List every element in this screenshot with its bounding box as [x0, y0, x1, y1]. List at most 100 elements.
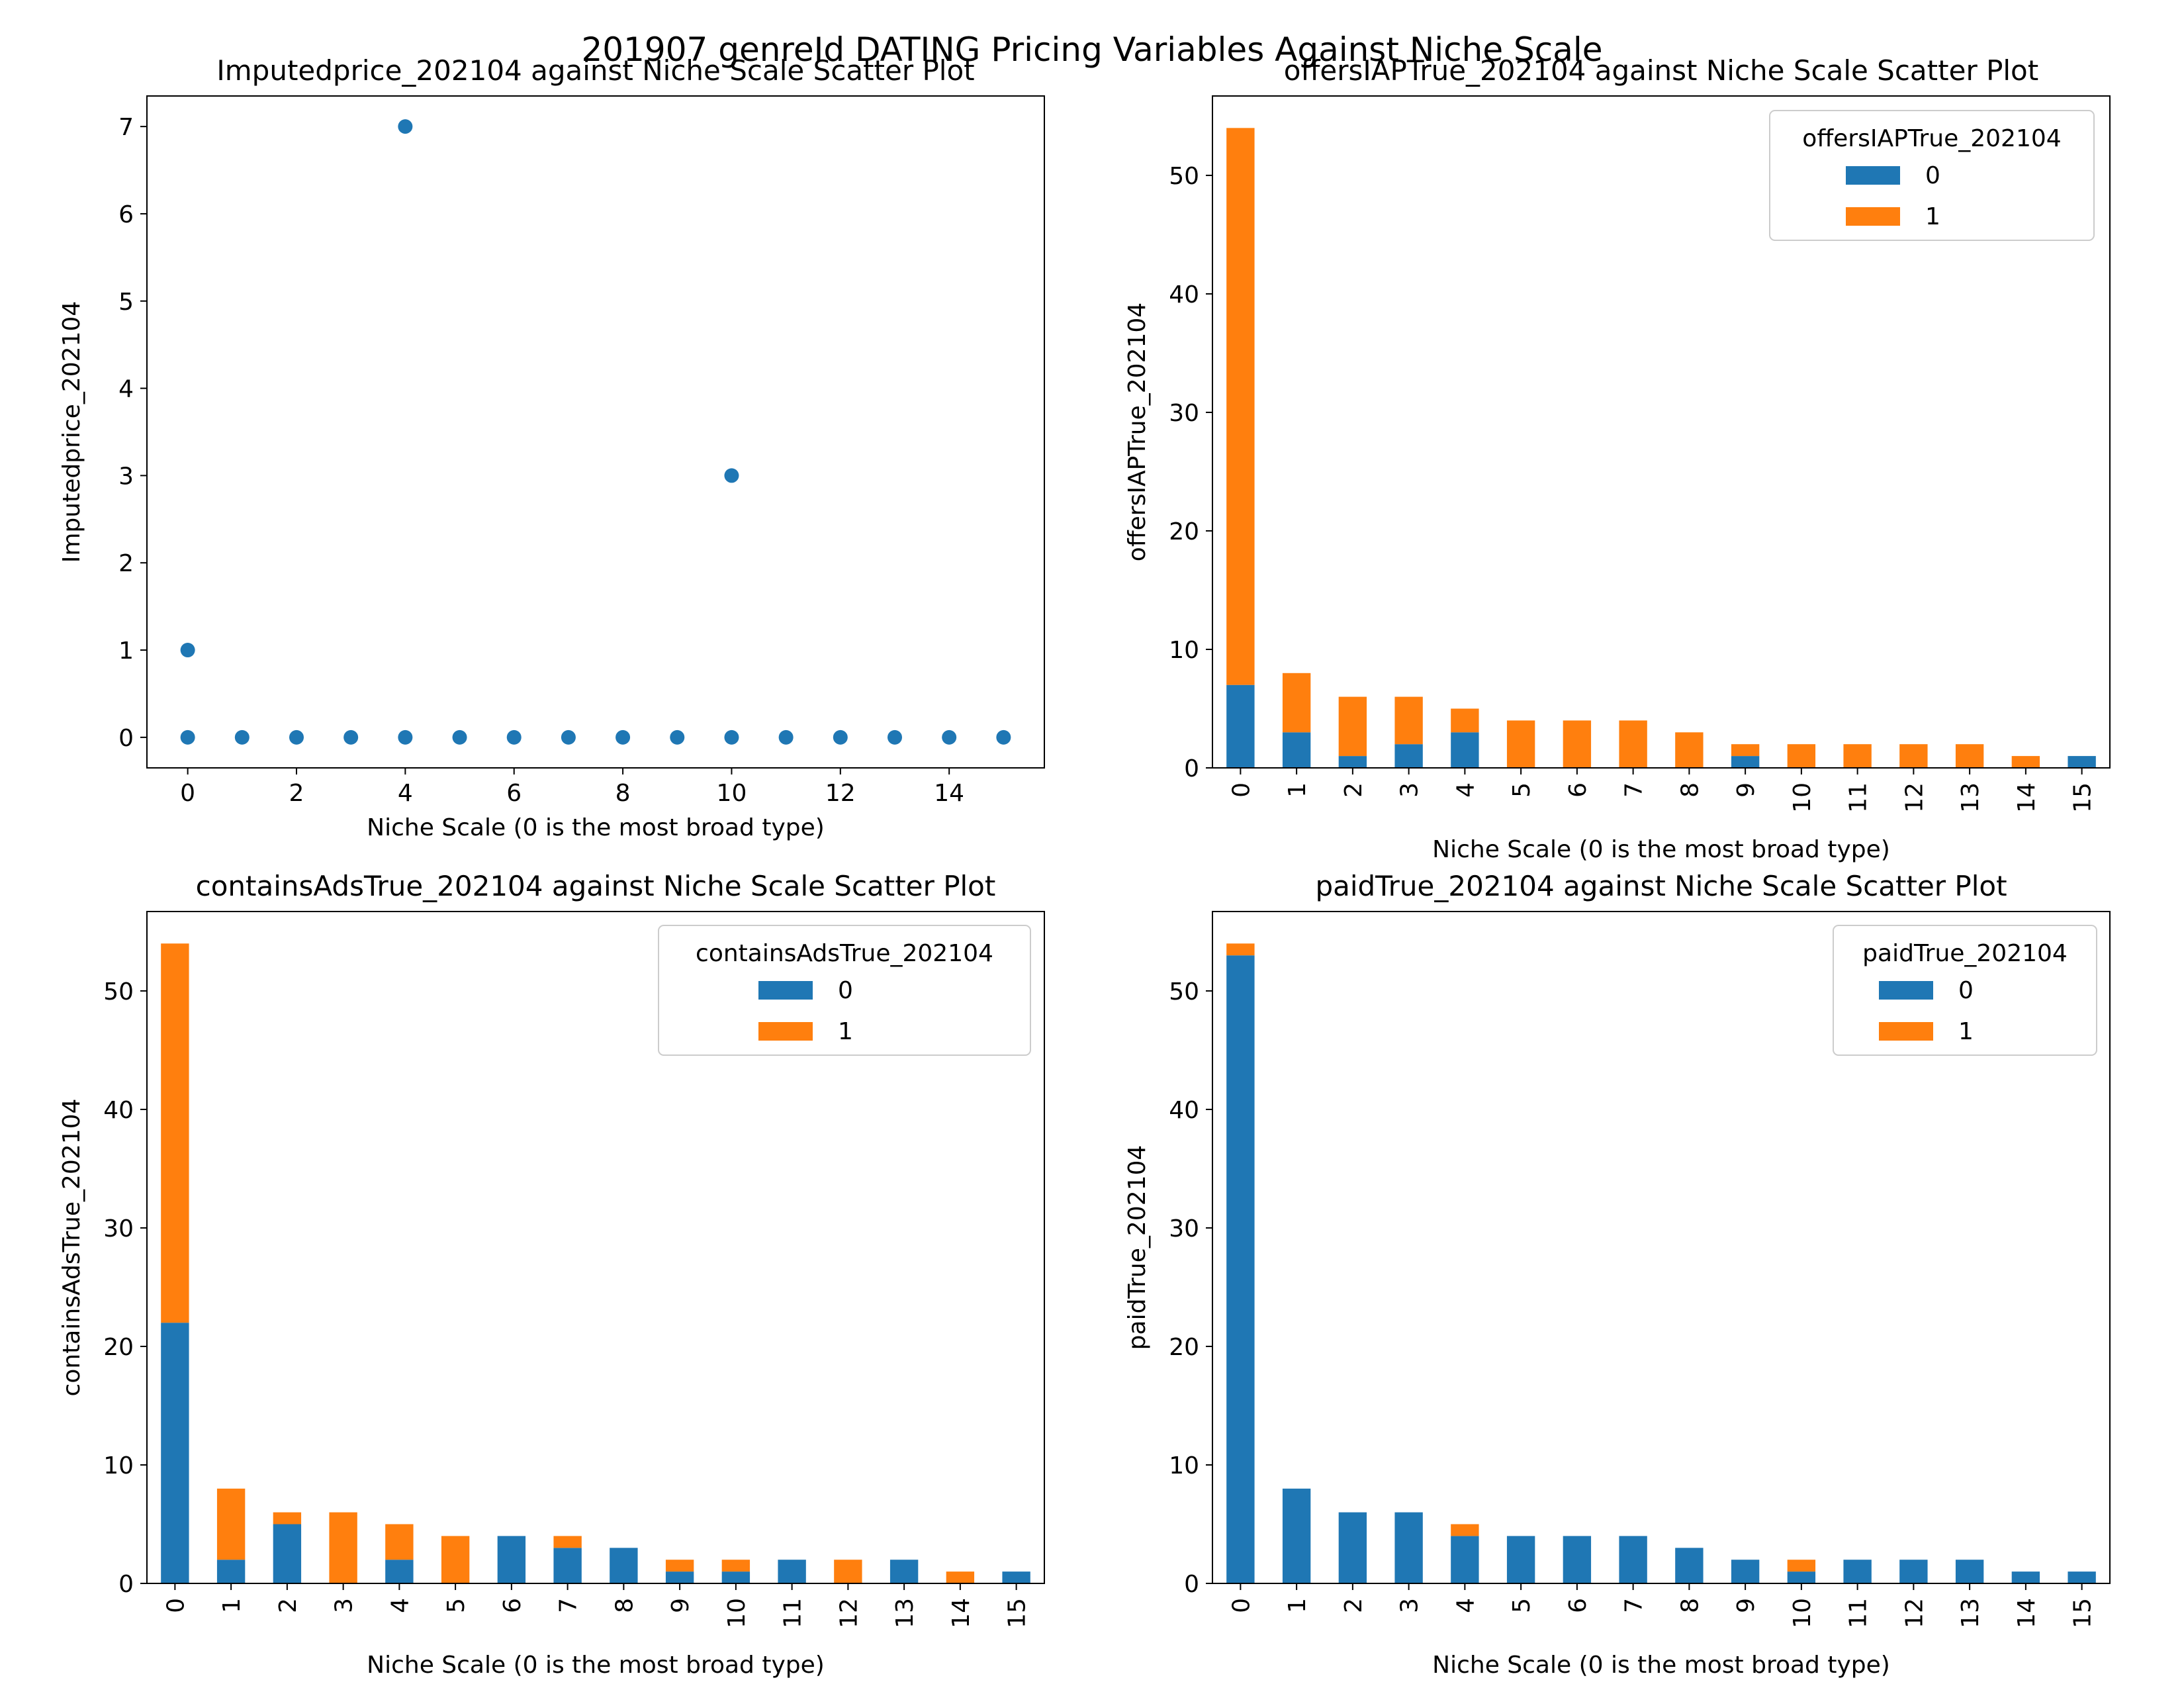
y-tick-label: 50 — [1169, 163, 1199, 190]
x-tick-label: 6 — [1565, 782, 1592, 798]
bar-segment-series-0 — [665, 1571, 694, 1583]
subplot-title: containsAdsTrue_202104 against Niche Sca… — [196, 870, 996, 902]
bar-segment-series-1 — [1787, 744, 1816, 768]
bar-segment-series-0 — [2068, 1571, 2096, 1583]
legend-box — [658, 925, 1031, 1056]
y-tick-label: 40 — [1169, 1097, 1199, 1124]
y-tick-label: 2 — [118, 550, 134, 577]
x-tick-label: 9 — [1733, 1598, 1760, 1613]
bar-segment-series-1 — [2011, 756, 2040, 768]
legend-label: 0 — [1925, 162, 1940, 189]
y-axis-label: Imputedprice_202104 — [58, 301, 85, 563]
bar-segment-series-1 — [273, 1512, 302, 1524]
bar-segment-series-0 — [1731, 1560, 1760, 1583]
x-tick-label: 10 — [1789, 782, 1816, 813]
bar-segment-series-1 — [946, 1571, 975, 1583]
bar-segment-series-0 — [1002, 1571, 1030, 1583]
y-tick-label: 0 — [118, 1571, 134, 1598]
y-tick-label: 40 — [1169, 281, 1199, 308]
x-tick-label: 1 — [218, 1598, 246, 1613]
bar-segment-series-0 — [273, 1524, 302, 1583]
x-tick-label: 12 — [1901, 1598, 1928, 1628]
x-tick-label: 8 — [615, 780, 631, 807]
bar-segment-series-1 — [1226, 128, 1255, 685]
y-axis-label: paidTrue_202104 — [1124, 1145, 1151, 1350]
x-tick-label: 13 — [1957, 1598, 1984, 1628]
bar-segment-series-1 — [665, 1560, 694, 1572]
x-axis-label: Niche Scale (0 is the most broad type) — [1432, 1652, 1890, 1679]
legend-swatch-series-1 — [1879, 1022, 1933, 1041]
x-tick-label: 3 — [1396, 782, 1424, 798]
legend-swatch-series-0 — [758, 981, 813, 1000]
scatter-point — [289, 729, 304, 745]
scatter-point — [398, 119, 413, 134]
bar-segment-series-0 — [1226, 684, 1255, 768]
x-tick-label: 10 — [717, 780, 747, 807]
bar-segment-series-0 — [2068, 756, 2096, 768]
scatter-point — [887, 729, 902, 745]
bar-segment-series-0 — [216, 1560, 246, 1583]
y-tick-label: 10 — [1169, 1452, 1199, 1479]
legend: containsAdsTrue_202104 0 1 — [658, 925, 1031, 1056]
bar-segment-series-0 — [1899, 1560, 1928, 1583]
y-tick-label: 7 — [118, 114, 134, 141]
scatter-point — [561, 729, 576, 745]
scatter-point — [234, 729, 250, 745]
bar-segment-series-1 — [1787, 1560, 1816, 1572]
x-tick-label: 9 — [667, 1598, 694, 1613]
bar-segment-series-1 — [441, 1536, 470, 1583]
bar-segment-series-0 — [2011, 1571, 2040, 1583]
y-tick-label: 0 — [118, 725, 134, 752]
bar-segment-series-1 — [1451, 1524, 1479, 1536]
bar-segment-series-1 — [834, 1560, 862, 1583]
legend-swatch-series-0 — [1846, 166, 1900, 185]
x-tick-label: 11 — [780, 1598, 807, 1628]
x-tick-label: 10 — [723, 1598, 751, 1628]
bar-segment-series-0 — [1451, 732, 1479, 768]
bar-segment-series-0 — [1506, 1536, 1535, 1583]
bar-segment-series-1 — [1955, 744, 1984, 768]
bar-segment-series-1 — [161, 943, 189, 1323]
scatter-point — [343, 729, 359, 745]
bar-segment-series-0 — [1955, 1560, 1984, 1583]
bar-segment-series-0 — [721, 1571, 751, 1583]
bar-segment-series-1 — [721, 1560, 751, 1572]
bar-segment-series-0 — [1282, 1488, 1311, 1583]
x-tick-label: 0 — [180, 780, 195, 807]
bar-segment-series-0 — [1731, 756, 1760, 768]
scatter-point — [452, 729, 467, 745]
bar-segment-series-0 — [1226, 955, 1255, 1583]
scatter-point — [506, 729, 522, 745]
x-tick-label: 10 — [1789, 1598, 1816, 1628]
bar-segment-series-1 — [1843, 744, 1872, 768]
bar-segment-series-0 — [1394, 744, 1423, 768]
bar-segment-series-0 — [1451, 1536, 1479, 1583]
x-tick-label: 4 — [387, 1598, 414, 1613]
x-tick-label: 1 — [1284, 782, 1311, 798]
y-tick-label: 3 — [118, 463, 134, 490]
x-tick-label: 12 — [1901, 782, 1928, 813]
bar-segment-series-1 — [1282, 673, 1311, 733]
scatter-point — [180, 729, 195, 745]
bar-segment-series-0 — [1338, 756, 1367, 768]
legend: offersIAPTrue_202104 0 1 — [1769, 110, 2095, 241]
legend-swatch-series-1 — [1846, 207, 1900, 226]
figure-title: 201907 genreId DATING Pricing Variables … — [582, 30, 1603, 69]
y-tick-label: 30 — [1169, 1215, 1199, 1243]
bar-segment-series-0 — [497, 1536, 526, 1583]
x-tick-label: 2 — [1340, 1598, 1367, 1613]
scatter-point — [615, 729, 631, 745]
legend-title: containsAdsTrue_202104 — [696, 940, 993, 967]
x-tick-label: 8 — [611, 1598, 638, 1613]
bar-segment-series-0 — [1282, 732, 1311, 768]
bar-segment-series-1 — [1731, 744, 1760, 757]
y-tick-label: 5 — [118, 289, 134, 316]
x-tick-label: 0 — [162, 1598, 189, 1613]
x-axis-label: Niche Scale (0 is the most broad type) — [367, 1652, 825, 1679]
bar-segment-series-0 — [1563, 1536, 1592, 1583]
x-axis-label: Niche Scale (0 is the most broad type) — [367, 814, 825, 841]
x-tick-label: 4 — [1452, 782, 1479, 798]
y-tick-label: 50 — [103, 978, 134, 1006]
